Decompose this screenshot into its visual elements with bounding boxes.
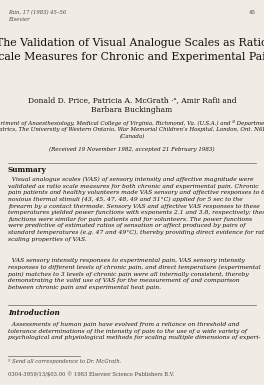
Text: (Received 19 November 1982, accepted 21 February 1983): (Received 19 November 1982, accepted 21 … — [49, 147, 215, 152]
Text: Summary: Summary — [8, 166, 47, 174]
Text: ª Send all correspondence to Dr. McGrath.: ª Send all correspondence to Dr. McGrath… — [8, 359, 121, 364]
Text: 0304-3959/13/$03.00 © 1983 Elsevier Science Publishers B.V.: 0304-3959/13/$03.00 © 1983 Elsevier Scie… — [8, 371, 174, 377]
Text: Donald D. Price, Patricia A. McGrath ·ᵃ, Amir Rafii and
Barbara Buckingham: Donald D. Price, Patricia A. McGrath ·ᵃ,… — [28, 96, 236, 114]
Text: Assessments of human pain have evolved from a reliance on threshold and
toleranc: Assessments of human pain have evolved f… — [8, 322, 260, 340]
Text: VAS sensory intensity responses to experimental pain, VAS sensory intensity
resp: VAS sensory intensity responses to exper… — [8, 258, 261, 290]
Text: Department of Anaesthesiology, Medical College of Virginia, Richmond, Va. (U.S.A: Department of Anaesthesiology, Medical C… — [0, 120, 264, 139]
Text: Introduction: Introduction — [8, 309, 60, 317]
Text: Pain, 17 (1983) 45–56
Elsevier: Pain, 17 (1983) 45–56 Elsevier — [8, 10, 66, 22]
Text: The Validation of Visual Analogue Scales as Ratio
Scale Measures for Chronic and: The Validation of Visual Analogue Scales… — [0, 38, 264, 62]
Text: Visual analogue scales (VAS) of sensory intensity and affective magnitude were
v: Visual analogue scales (VAS) of sensory … — [8, 177, 264, 242]
Text: 45: 45 — [249, 10, 256, 15]
